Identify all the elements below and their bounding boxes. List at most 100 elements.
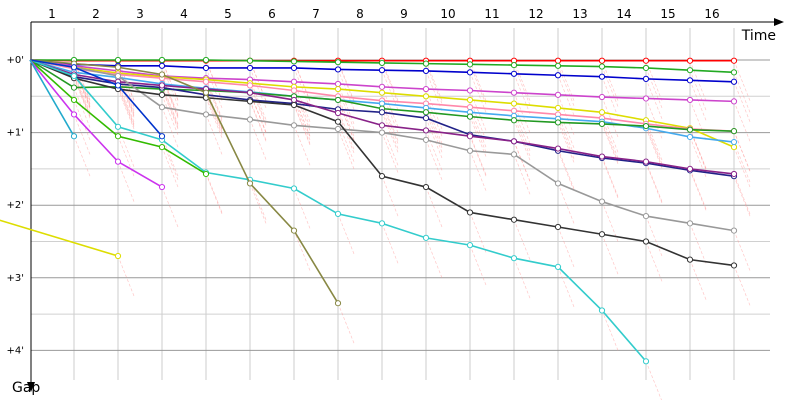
lap-connector — [513, 141, 531, 182]
data-point — [378, 129, 386, 136]
lap-connector — [117, 72, 135, 114]
lap-connector — [601, 201, 619, 242]
lap-connector — [117, 126, 135, 167]
data-point — [70, 133, 78, 140]
lap-connector — [645, 123, 663, 165]
lap-connector — [469, 112, 487, 153]
lap-connector — [381, 223, 399, 264]
lap-connector — [381, 103, 399, 144]
data-point — [114, 123, 122, 130]
data-point — [730, 227, 738, 234]
data-point — [422, 67, 430, 74]
lap-connector — [337, 128, 355, 170]
lap-connector — [689, 168, 707, 210]
data-point — [598, 153, 606, 160]
lap-connector — [293, 86, 311, 127]
data-point — [422, 127, 430, 134]
data-point — [114, 133, 122, 140]
data-point — [730, 262, 738, 269]
data-point — [246, 180, 254, 187]
data-point — [378, 67, 386, 74]
data-point — [378, 220, 386, 227]
data-point — [554, 62, 562, 69]
x-tick-label: 10 — [440, 7, 455, 21]
data-point — [202, 56, 210, 64]
data-point — [246, 98, 254, 105]
data-point — [686, 57, 694, 64]
data-point — [730, 57, 738, 64]
data-point — [158, 133, 166, 140]
data-point — [70, 72, 78, 80]
lap-connector — [557, 150, 575, 191]
data-point — [510, 216, 518, 223]
data-point — [466, 69, 474, 76]
lap-connector — [645, 361, 662, 400]
data-point — [246, 64, 254, 72]
data-point — [378, 109, 386, 116]
lap-connector — [645, 162, 663, 204]
lap-connector — [337, 60, 355, 101]
lap-connector — [117, 255, 135, 297]
data-point — [378, 83, 386, 90]
data-point — [466, 147, 474, 154]
data-point — [114, 64, 122, 71]
data-point — [246, 57, 254, 64]
lap-connector — [469, 134, 487, 175]
data-point — [598, 198, 606, 205]
data-point — [510, 117, 518, 124]
lap-connector — [469, 245, 487, 286]
x-tick-label: 15 — [660, 7, 675, 21]
data-point — [466, 96, 474, 104]
lap-connector — [601, 234, 619, 275]
data-point — [598, 120, 606, 127]
data-point — [202, 170, 210, 178]
lap-connector — [733, 81, 751, 122]
data-point — [510, 151, 518, 158]
lap-connector — [425, 130, 443, 171]
data-point — [466, 242, 474, 249]
lap-connector — [689, 223, 707, 264]
lap-connector — [601, 123, 619, 165]
data-point — [686, 96, 694, 104]
data-point — [686, 220, 694, 227]
data-point — [598, 307, 606, 314]
lap-connector — [733, 230, 751, 271]
lap-connector — [117, 85, 135, 126]
data-point — [290, 87, 298, 94]
lap-connector — [205, 172, 223, 213]
data-point — [290, 122, 298, 129]
lap-connector — [161, 146, 179, 188]
lap-connector — [513, 258, 531, 299]
lap-connector — [513, 64, 531, 106]
x-tick-label: 8 — [356, 7, 364, 21]
data-point — [290, 227, 298, 234]
data-point — [246, 82, 254, 89]
x-tick-label: 14 — [616, 7, 631, 21]
lap-connector — [249, 119, 267, 160]
data-point — [334, 85, 342, 93]
lap-connector — [161, 186, 179, 228]
data-point — [290, 101, 298, 109]
lap-connector — [557, 148, 575, 189]
lap-connector — [117, 88, 135, 130]
data-point — [554, 57, 562, 64]
lap-connector — [513, 92, 531, 133]
data-point — [466, 113, 474, 120]
lap-connector — [513, 219, 531, 260]
lap-connector — [293, 103, 311, 144]
data-point — [686, 133, 694, 141]
lap-connector — [249, 83, 267, 124]
data-point — [554, 145, 562, 152]
y-tick-label: +3' — [7, 273, 25, 284]
data-point — [70, 96, 78, 104]
lap-connector — [337, 99, 355, 141]
data-point — [202, 89, 210, 96]
data-point — [378, 100, 386, 107]
lap-connector — [469, 72, 487, 113]
lap-connector — [733, 265, 751, 306]
lap-connector — [469, 60, 487, 101]
data-point — [730, 69, 738, 76]
data-point — [334, 125, 342, 133]
lap-connector — [645, 161, 663, 202]
